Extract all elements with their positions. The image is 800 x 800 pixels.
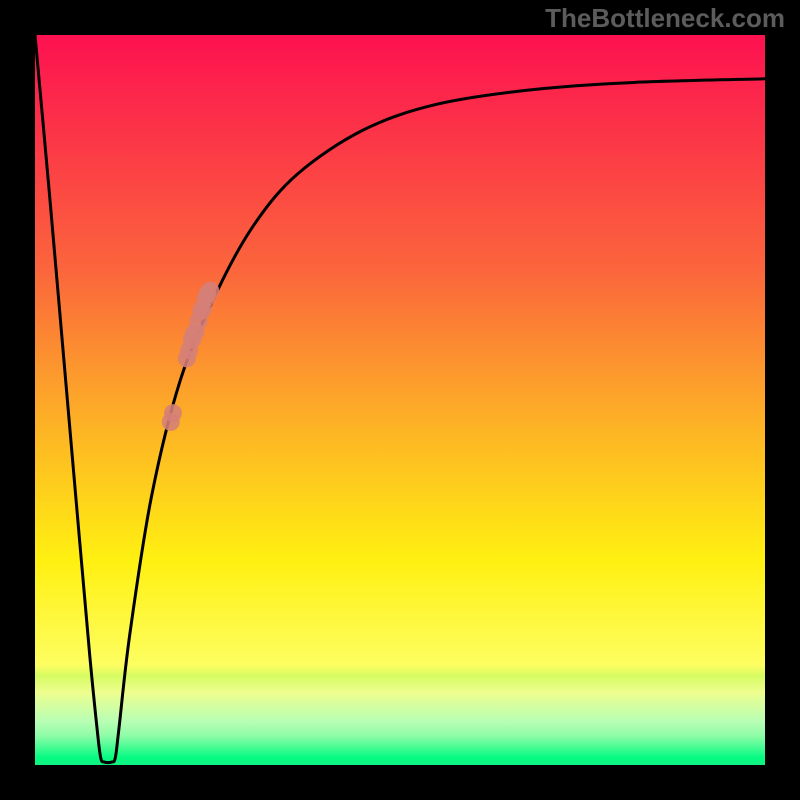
- chart-plot-area: [35, 35, 765, 765]
- watermark-text: TheBottleneck.com: [545, 3, 785, 34]
